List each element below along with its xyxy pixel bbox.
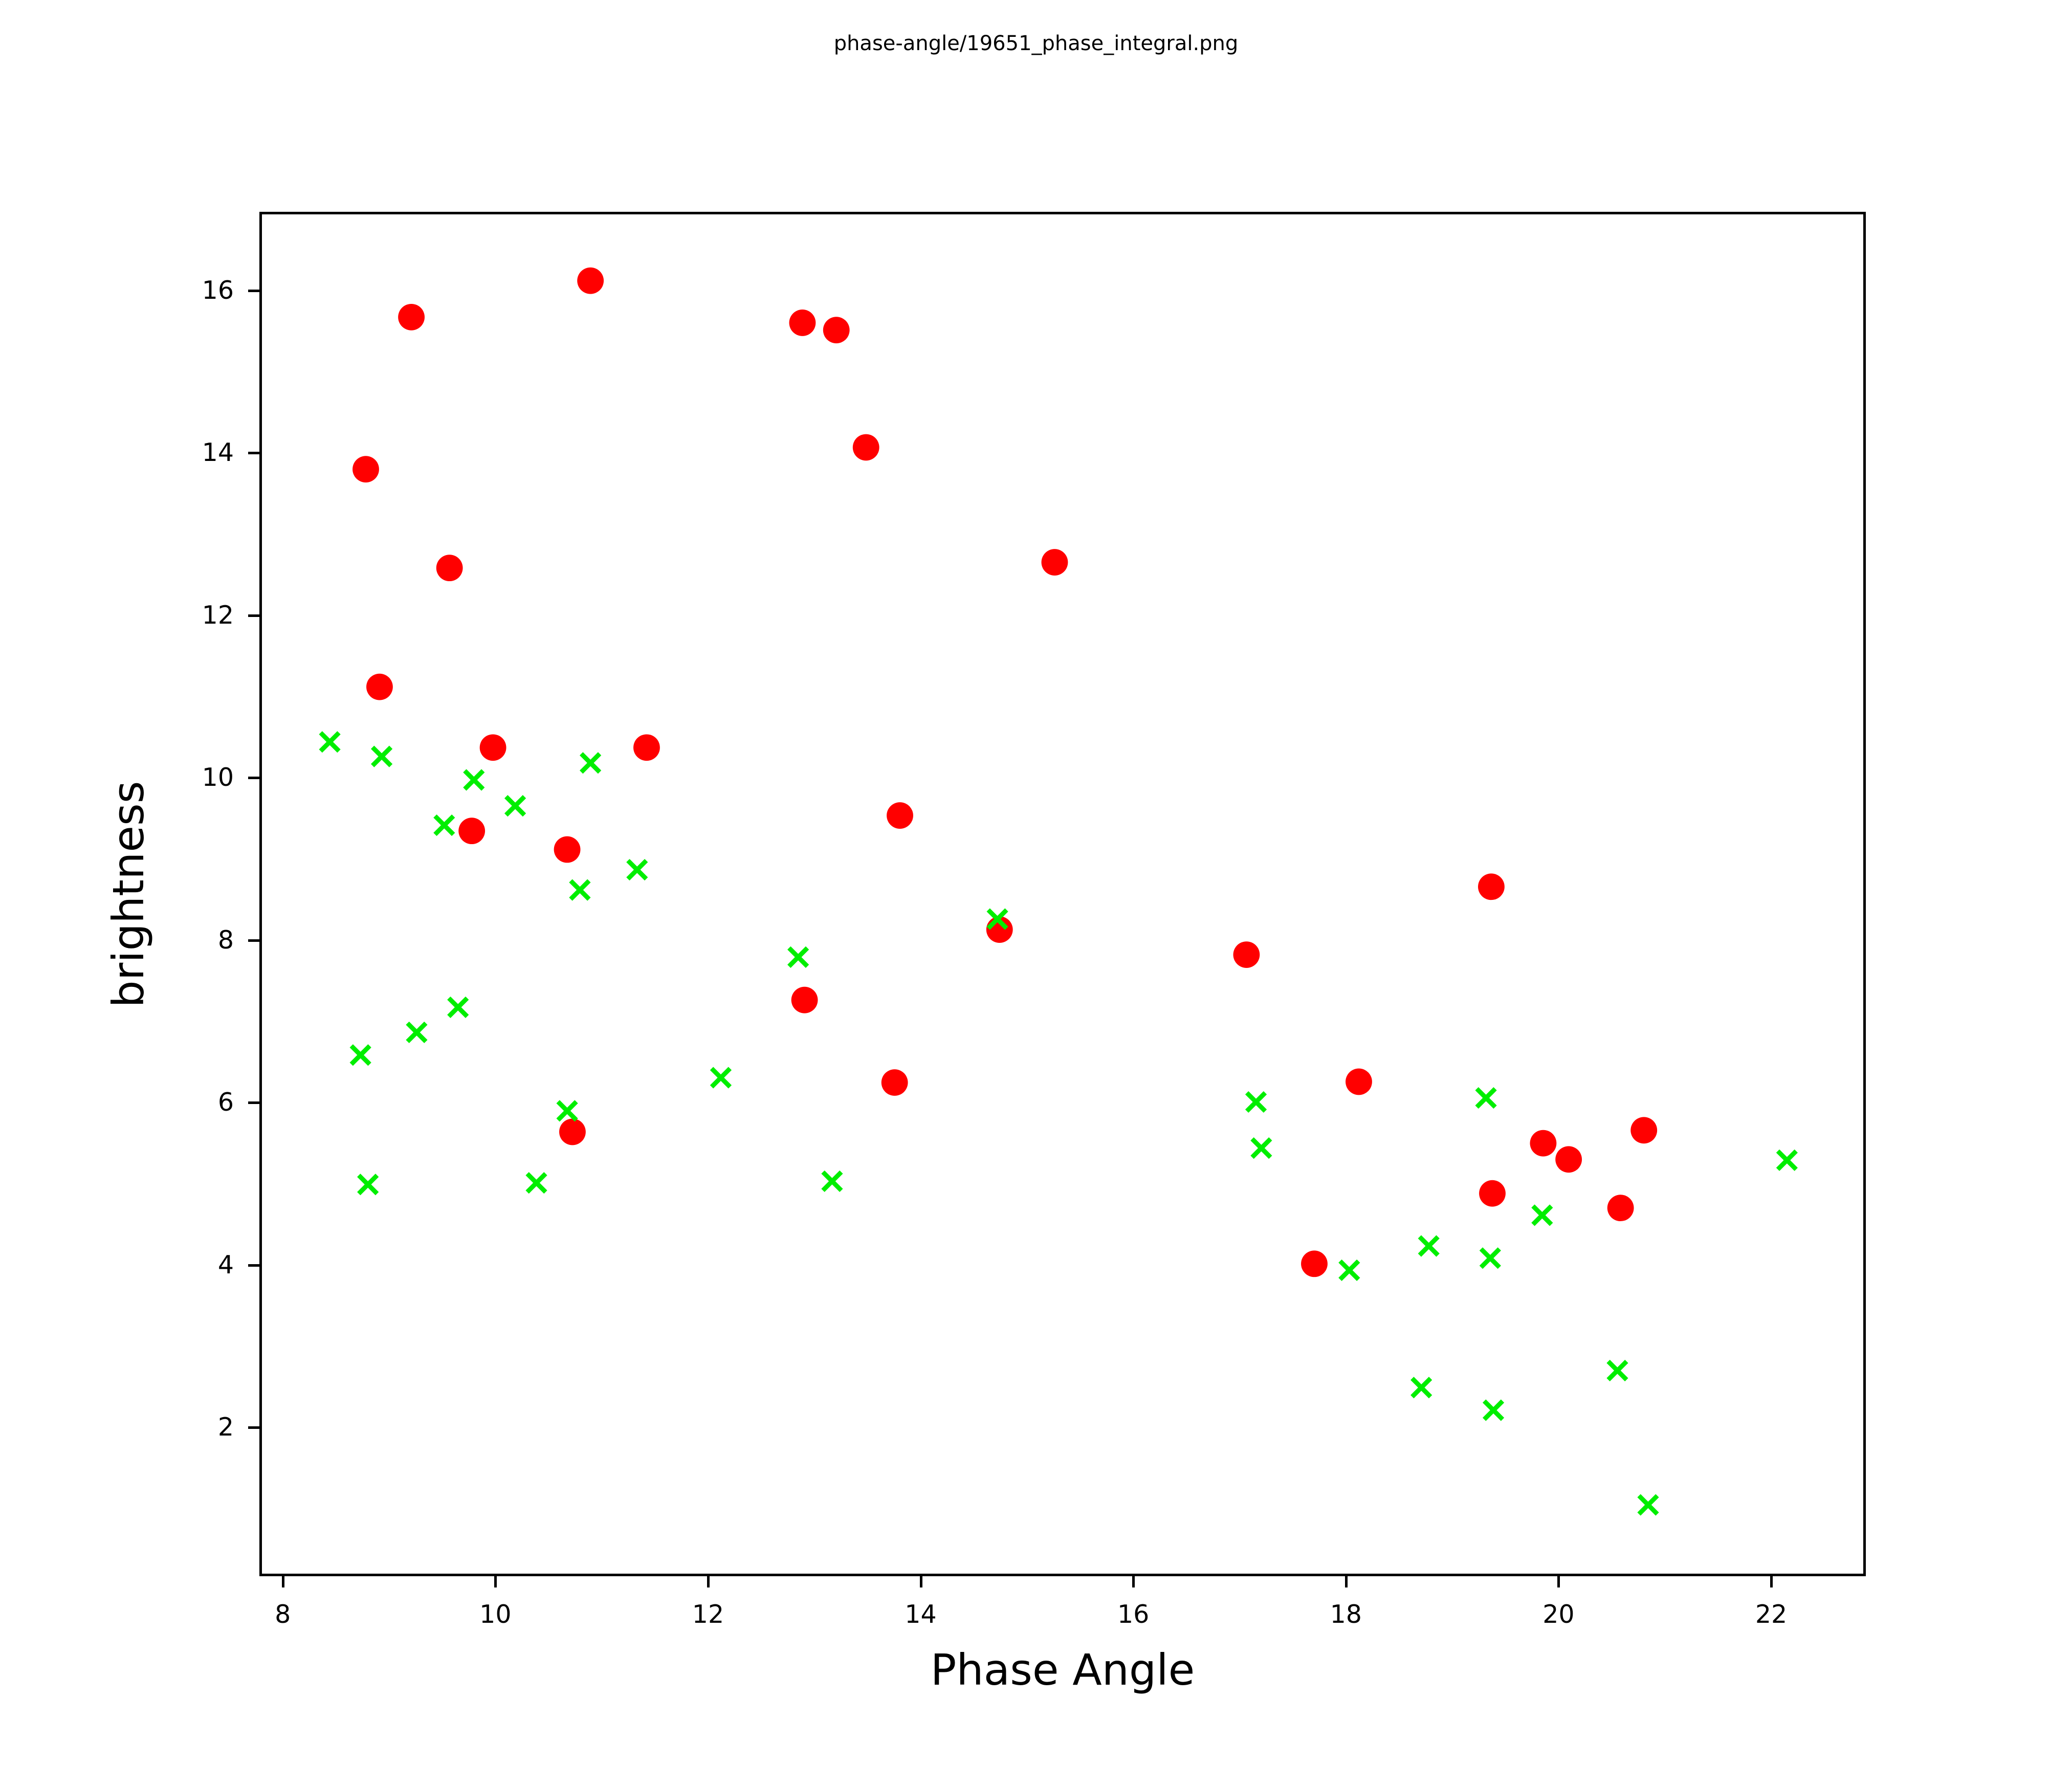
y-tick-mark: [248, 614, 259, 617]
x-tick-mark: [707, 1576, 710, 1587]
scatter-point-red: [352, 456, 379, 483]
scatter-point-green: [504, 795, 526, 817]
x-tick-mark: [1344, 1576, 1348, 1587]
x-tick-mark: [1770, 1576, 1773, 1587]
scatter-point-red: [577, 267, 604, 294]
scatter-points-layer: [319, 267, 1798, 1516]
y-tick-mark: [248, 1264, 259, 1267]
scatter-point-red: [1478, 873, 1505, 900]
y-tick-label: 4: [217, 1250, 234, 1279]
y-tick-mark: [248, 777, 259, 780]
y-axis-label: brightness: [103, 781, 153, 1008]
scatter-point-red: [852, 434, 879, 461]
scatter-point-green: [525, 1172, 547, 1194]
x-tick-label: 8: [275, 1600, 291, 1629]
y-tick-label: 14: [202, 438, 234, 468]
scatter-point-green: [626, 858, 648, 881]
x-tick-label: 20: [1542, 1600, 1575, 1629]
y-tick-mark: [248, 289, 259, 292]
scatter-point-red: [887, 802, 913, 829]
plot-area: [259, 212, 1866, 1576]
y-tick-label: 10: [202, 763, 234, 792]
x-tick-label: 22: [1755, 1600, 1788, 1629]
y-tick-mark: [248, 1101, 259, 1105]
scatter-point-green: [1606, 1359, 1628, 1382]
scatter-point-red: [789, 310, 816, 336]
scatter-point-red: [458, 818, 486, 845]
y-tick-label: 8: [217, 925, 234, 955]
x-tick-mark: [1557, 1576, 1560, 1587]
scatter-point-green: [1479, 1247, 1501, 1269]
y-tick-label: 2: [217, 1413, 234, 1442]
scatter-point-green: [821, 1170, 843, 1193]
scatter-point-green: [406, 1021, 428, 1044]
scatter-point-green: [1776, 1149, 1798, 1171]
x-tick-label: 18: [1330, 1600, 1362, 1629]
scatter-point-green: [580, 752, 602, 774]
scatter-point-green: [433, 814, 455, 836]
scatter-point-green: [710, 1067, 732, 1089]
scatter-point-red: [1630, 1117, 1658, 1144]
scatter-point-green: [569, 879, 591, 901]
x-tick-label: 16: [1117, 1600, 1150, 1629]
scatter-point-green: [1531, 1204, 1553, 1226]
scatter-point-red: [436, 555, 463, 582]
scatter-point-red: [1233, 941, 1260, 968]
scatter-point-red: [1607, 1195, 1634, 1222]
scatter-point-green: [1338, 1259, 1360, 1282]
scatter-point-red: [791, 986, 818, 1013]
scatter-point-red: [1346, 1068, 1372, 1095]
scatter-point-red: [366, 673, 393, 700]
scatter-point-red: [823, 317, 850, 344]
scatter-point-green: [463, 769, 485, 791]
scatter-point-green: [349, 1044, 371, 1066]
x-tick-label: 10: [479, 1600, 512, 1629]
scatter-point-red: [554, 836, 581, 863]
scatter-point-green: [1418, 1235, 1440, 1257]
scatter-point-red: [559, 1118, 586, 1145]
x-tick-mark: [919, 1576, 922, 1587]
y-tick-mark: [248, 939, 259, 942]
y-tick-label: 16: [202, 275, 234, 305]
scatter-point-green: [1245, 1091, 1267, 1113]
scatter-point-green: [556, 1100, 578, 1122]
scatter-point-red: [1301, 1250, 1328, 1277]
scatter-point-red: [1555, 1146, 1582, 1173]
y-tick-mark: [248, 1426, 259, 1429]
scatter-point-green: [1410, 1377, 1432, 1399]
scatter-point-green: [1475, 1087, 1497, 1109]
x-tick-mark: [494, 1576, 497, 1587]
y-tick-label: 12: [202, 600, 234, 630]
scatter-point-red: [881, 1069, 908, 1096]
scatter-point-green: [357, 1174, 379, 1196]
scatter-point-green: [370, 745, 393, 767]
y-tick-mark: [248, 452, 259, 455]
x-tick-mark: [281, 1576, 284, 1587]
scatter-point-red: [633, 734, 660, 761]
x-tick-label: 12: [692, 1600, 724, 1629]
scatter-point-green: [1637, 1494, 1659, 1516]
x-axis-label: Phase Angle: [930, 1645, 1195, 1695]
figure-title: phase-angle/19651_phase_integral.png: [833, 32, 1239, 55]
scatter-point-red: [1479, 1180, 1506, 1207]
scatter-point-red: [1530, 1130, 1557, 1157]
x-tick-label: 14: [905, 1600, 937, 1629]
x-tick-mark: [1132, 1576, 1135, 1587]
scatter-point-green: [986, 908, 1008, 930]
scatter-point-red: [398, 303, 425, 330]
scatter-point-red: [479, 734, 506, 761]
y-tick-label: 6: [217, 1088, 234, 1117]
scatter-point-green: [1250, 1137, 1272, 1159]
scatter-point-green: [1482, 1399, 1505, 1421]
scatter-point-green: [319, 731, 341, 753]
scatter-point-green: [447, 996, 469, 1019]
scatter-point-red: [1041, 549, 1068, 576]
scatter-point-green: [787, 946, 809, 968]
